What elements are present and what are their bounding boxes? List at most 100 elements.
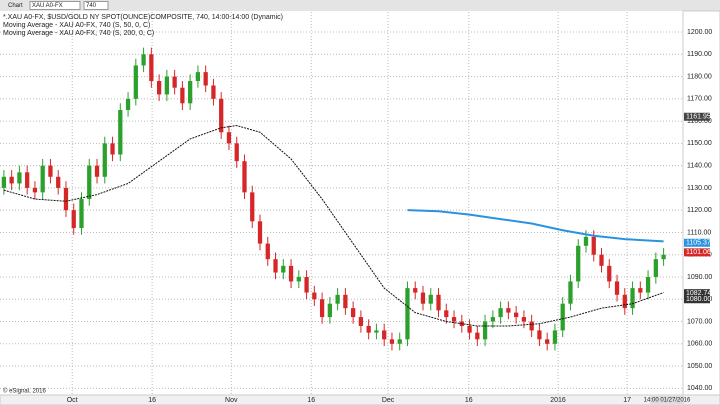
candle-body bbox=[327, 303, 332, 318]
candle-body bbox=[513, 312, 519, 318]
candle-body bbox=[568, 281, 573, 304]
candle-body bbox=[48, 165, 53, 177]
candle-body bbox=[444, 310, 449, 318]
candle-body bbox=[304, 276, 309, 293]
symbol-input-text: XAU A0-FX bbox=[32, 3, 63, 9]
candle-body bbox=[71, 210, 76, 228]
candle-body bbox=[87, 165, 92, 200]
candle-body bbox=[234, 143, 239, 162]
y-tick-label: 1090.00 bbox=[687, 274, 712, 281]
price-label-box bbox=[684, 238, 710, 247]
y-tick-label: 1190.00 bbox=[687, 51, 712, 58]
price-label: 1161.95 bbox=[686, 114, 711, 121]
y-tick-label: 1140.00 bbox=[687, 162, 712, 169]
time-label: 14:00 01/27/2016 bbox=[644, 398, 691, 404]
legend-entry: Moving Average - XAU A0-FX, 740 (S, 200,… bbox=[3, 30, 154, 37]
candle-body bbox=[599, 254, 604, 266]
y-tick-label: 1070.00 bbox=[687, 318, 712, 325]
candle-body bbox=[467, 325, 472, 333]
candle-body bbox=[180, 87, 185, 104]
candle-body bbox=[79, 199, 84, 228]
candle-body bbox=[529, 321, 534, 331]
candle-body bbox=[638, 288, 643, 293]
candle-body bbox=[630, 288, 635, 309]
candle-body bbox=[475, 332, 480, 340]
candle-body bbox=[521, 317, 527, 322]
candle-body bbox=[413, 288, 418, 293]
x-axis-panel bbox=[0, 394, 720, 405]
price-label: 1101.06 bbox=[686, 249, 711, 256]
candle-body bbox=[397, 339, 402, 344]
candle-body bbox=[188, 81, 193, 104]
candle-body bbox=[156, 81, 162, 95]
copyright: © eSignal, 2016 bbox=[3, 388, 46, 395]
symbol-input[interactable] bbox=[29, 1, 81, 10]
interval-input-text: 740 bbox=[86, 3, 97, 9]
y-tick-label: 1040.00 bbox=[687, 385, 712, 392]
candle-body bbox=[545, 339, 550, 344]
candle-body bbox=[591, 236, 596, 255]
candle-body bbox=[40, 165, 45, 193]
candle-body bbox=[374, 330, 379, 333]
candle-body bbox=[250, 192, 255, 222]
candle-body bbox=[242, 161, 247, 193]
candle-body bbox=[281, 265, 286, 273]
candle-body bbox=[257, 221, 263, 244]
candle-body bbox=[335, 294, 340, 304]
candle-body bbox=[436, 294, 441, 311]
legend-entry: Moving Average - XAU A0-FX, 740 (S, 50, … bbox=[3, 22, 150, 29]
candle-body bbox=[312, 292, 317, 300]
candle-body bbox=[102, 143, 107, 177]
x-tick-label: Oct bbox=[67, 397, 78, 404]
x-tick-label: 17 bbox=[623, 397, 631, 404]
candle-body bbox=[389, 339, 395, 344]
candle-body bbox=[164, 76, 170, 95]
x-tick-label: 16 bbox=[465, 397, 473, 404]
y-tick-label: 1160.00 bbox=[687, 118, 712, 125]
candle-body bbox=[265, 243, 270, 260]
candle-body bbox=[296, 276, 301, 282]
candle-body bbox=[482, 321, 488, 340]
moving-average-line bbox=[407, 209, 664, 243]
candle-body bbox=[583, 236, 589, 246]
candle-body bbox=[118, 109, 123, 155]
y-tick-label: 1150.00 bbox=[687, 140, 712, 147]
x-tick-label: 2016 bbox=[550, 397, 566, 404]
x-tick-label: 16 bbox=[148, 397, 156, 404]
y-tick-label: 1120.00 bbox=[687, 207, 712, 214]
candle-body bbox=[211, 85, 216, 99]
candle-body bbox=[351, 308, 356, 318]
candle-body bbox=[653, 259, 658, 277]
y-tick-label: 1130.00 bbox=[687, 185, 712, 192]
price-label-box bbox=[684, 248, 710, 257]
candle-body bbox=[490, 317, 495, 322]
candle-body bbox=[645, 276, 651, 293]
candle-body bbox=[537, 330, 542, 340]
candle-body bbox=[32, 187, 38, 193]
x-tick-label: 16 bbox=[307, 397, 315, 404]
price-label: 1082.74 bbox=[686, 290, 711, 297]
candle-body bbox=[288, 265, 294, 282]
price-label-box bbox=[684, 289, 710, 298]
price-label-box bbox=[684, 295, 710, 304]
interval-input[interactable] bbox=[83, 1, 109, 10]
y-tick-label: 1180.00 bbox=[687, 73, 712, 80]
candle-body bbox=[552, 330, 558, 344]
candle-body bbox=[622, 294, 627, 309]
y-axis-panel bbox=[682, 10, 720, 396]
candle-body bbox=[343, 294, 348, 309]
candle-body bbox=[382, 330, 387, 340]
candle-body bbox=[195, 72, 201, 82]
candle-body bbox=[405, 288, 410, 340]
candle-body bbox=[63, 187, 69, 211]
candle-body bbox=[319, 299, 325, 318]
candle-body bbox=[614, 281, 620, 295]
candle-body bbox=[560, 303, 565, 331]
price-label-box bbox=[684, 112, 710, 121]
candle-body bbox=[9, 176, 14, 184]
candle-body bbox=[273, 259, 278, 273]
legend-entry: *.XAU A0-FX, $USD/GOLD NY SPOT(OUNCE)COM… bbox=[3, 14, 283, 21]
candle-body bbox=[506, 308, 511, 313]
